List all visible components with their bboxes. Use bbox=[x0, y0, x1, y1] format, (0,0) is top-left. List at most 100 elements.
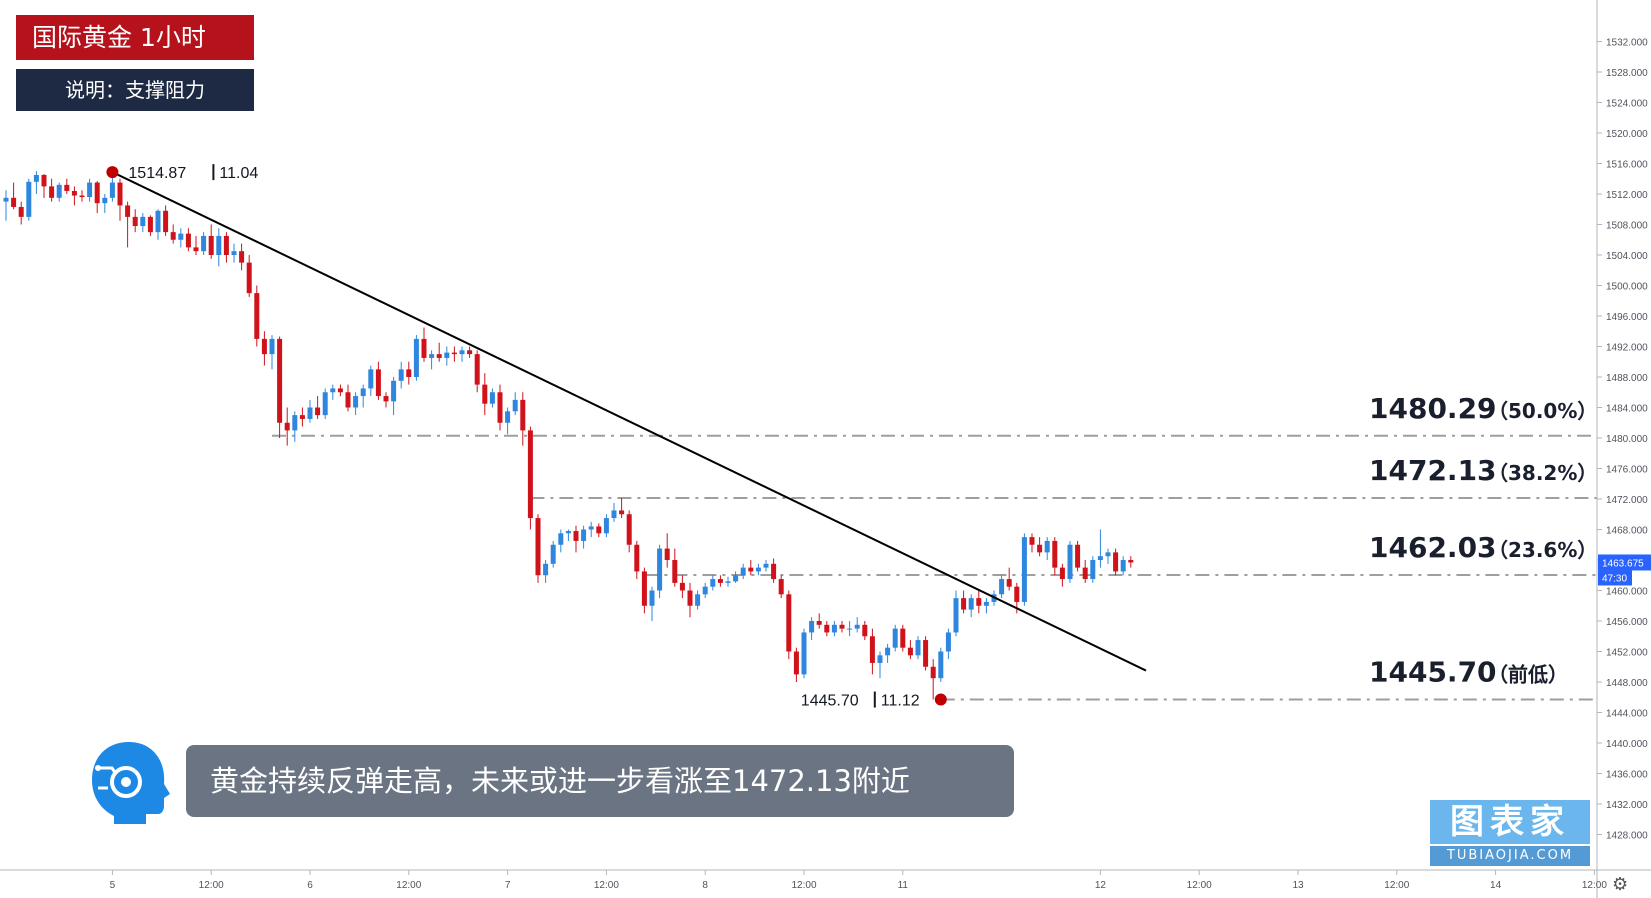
candle-body bbox=[831, 624, 837, 633]
candle-body bbox=[459, 350, 465, 355]
candle-body bbox=[581, 529, 587, 541]
y-tick-label: 1476.000 bbox=[1606, 465, 1648, 476]
candle-body bbox=[125, 205, 131, 217]
candle-body bbox=[999, 579, 1005, 595]
candle-body bbox=[771, 563, 777, 580]
candle-body bbox=[1128, 560, 1134, 563]
candle-body bbox=[527, 430, 533, 519]
y-tick-label: 1500.000 bbox=[1606, 282, 1648, 293]
y-tick-label: 1524.000 bbox=[1606, 99, 1648, 110]
candle-body bbox=[634, 544, 640, 572]
candle-body bbox=[18, 206, 24, 217]
candle-body bbox=[1029, 537, 1035, 545]
candle-body bbox=[793, 651, 799, 675]
candle-body bbox=[543, 563, 549, 576]
candle-body bbox=[1044, 540, 1050, 553]
candle-body bbox=[1014, 586, 1020, 602]
support-resistance-levels: 1480.29（50.0%） 1472.13（38.2%） 1462.03（23.6… bbox=[272, 392, 1597, 701]
candle-body bbox=[611, 510, 617, 519]
candle-body bbox=[482, 384, 488, 404]
candle-body bbox=[945, 632, 951, 652]
marker-layer: 1514.87 11.04 1445.70 11.12 bbox=[106, 164, 947, 710]
x-tick-label: 12:00 bbox=[199, 880, 224, 891]
chart-title-badge: 国际黄金 1小时 bbox=[16, 15, 254, 60]
candle-body bbox=[1120, 560, 1126, 572]
candle-body bbox=[451, 352, 457, 355]
y-tick-label: 1472.000 bbox=[1606, 495, 1648, 506]
candle-body bbox=[497, 392, 503, 423]
candle-body bbox=[368, 369, 374, 389]
candle-body bbox=[322, 392, 328, 416]
candle-body bbox=[778, 579, 784, 595]
candle-body bbox=[56, 184, 62, 198]
x-tick-label: 11 bbox=[898, 880, 909, 891]
candle-body bbox=[391, 380, 397, 402]
candle-body bbox=[641, 571, 647, 606]
y-tick-label: 1532.000 bbox=[1606, 38, 1648, 49]
y-tick-label: 1516.000 bbox=[1606, 160, 1648, 171]
y-tick-label: 1428.000 bbox=[1606, 831, 1648, 842]
candle-body bbox=[353, 396, 359, 408]
candle-body bbox=[140, 216, 146, 227]
candle-body bbox=[94, 182, 100, 204]
candle-body bbox=[733, 575, 739, 582]
candle-body bbox=[885, 647, 891, 656]
candle-body bbox=[429, 354, 435, 358]
level-pct-label: （50.0%） bbox=[1488, 399, 1597, 423]
candle-body bbox=[596, 526, 602, 534]
candle-body bbox=[550, 544, 556, 564]
x-tick-label: 12:00 bbox=[1582, 880, 1607, 891]
candle-body bbox=[132, 216, 138, 227]
description-badge: 说明：支撑阻力 bbox=[16, 69, 254, 111]
candle-body bbox=[961, 598, 967, 610]
candle-body bbox=[337, 388, 343, 393]
candle-body bbox=[1105, 552, 1111, 557]
candle-body bbox=[33, 174, 39, 182]
candle-body bbox=[900, 628, 906, 648]
gear-icon[interactable]: ⚙ bbox=[1612, 874, 1629, 895]
candle-body bbox=[512, 399, 518, 412]
candle-body bbox=[11, 197, 17, 207]
candle-body bbox=[102, 197, 108, 204]
candle-body bbox=[763, 563, 769, 568]
current-price-tag bbox=[1598, 554, 1651, 571]
current-price-label: 1463.675 bbox=[1602, 558, 1644, 569]
candle-body bbox=[740, 567, 746, 576]
candle-body bbox=[345, 392, 351, 408]
candle-body bbox=[1113, 552, 1119, 572]
candle-body bbox=[147, 216, 153, 233]
candle-body bbox=[1090, 560, 1096, 580]
x-tick-label: 12 bbox=[1095, 880, 1107, 891]
candle-body bbox=[816, 621, 822, 625]
x-tick-label: 5 bbox=[110, 880, 116, 891]
x-tick-label: 12:00 bbox=[1384, 880, 1409, 891]
watermark-main-text: 图表家 bbox=[1430, 800, 1590, 844]
x-tick-label: 12:00 bbox=[396, 880, 421, 891]
candle-body bbox=[292, 415, 298, 431]
marker-dot bbox=[106, 166, 119, 179]
candle-body bbox=[1021, 537, 1027, 602]
candle-body bbox=[246, 262, 252, 294]
candle-body bbox=[687, 590, 693, 606]
level-value-label: 1472.13 bbox=[1369, 454, 1497, 487]
candle-body bbox=[702, 586, 708, 595]
marker-date-label: 11.12 bbox=[881, 693, 920, 710]
caption-banner: 黄金持续反弹走高，未来或进一步看涨至1472.13附近 bbox=[186, 745, 1014, 817]
candle-body bbox=[923, 640, 929, 667]
candle-body bbox=[535, 518, 541, 576]
candle-body bbox=[170, 232, 176, 240]
candle-body bbox=[109, 182, 115, 198]
x-tick-label: 7 bbox=[505, 880, 511, 891]
candle-body bbox=[649, 590, 655, 606]
level-value-label: 1462.03 bbox=[1369, 531, 1497, 564]
y-tick-label: 1488.000 bbox=[1606, 373, 1648, 384]
x-tick-label: 12:00 bbox=[1187, 880, 1212, 891]
y-tick-label: 1484.000 bbox=[1606, 404, 1648, 415]
candle-body bbox=[976, 598, 982, 606]
y-tick-label: 1468.000 bbox=[1606, 526, 1648, 537]
candle-body bbox=[383, 396, 389, 402]
candle-body bbox=[869, 636, 875, 663]
candle-body bbox=[1082, 567, 1088, 580]
candle-body bbox=[968, 598, 974, 610]
candle-body bbox=[1059, 567, 1065, 580]
